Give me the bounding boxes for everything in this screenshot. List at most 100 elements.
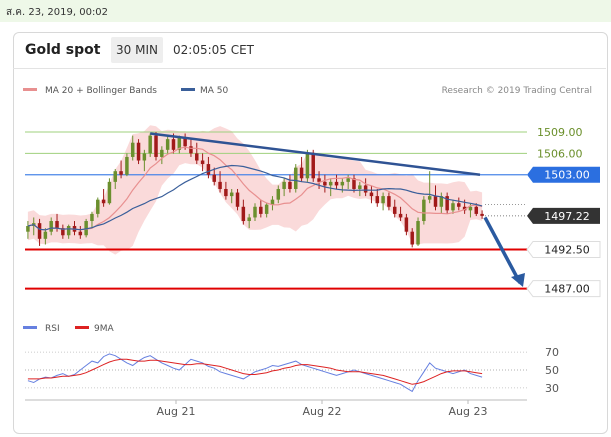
level-label-4: 1492.50 [544, 243, 590, 256]
candle-body [241, 206, 246, 222]
descending-trendline [150, 132, 481, 176]
candle-body [200, 160, 205, 165]
x-tick-label-1: Aug 22 [303, 405, 342, 418]
legend: MA 20 + Bollinger Bands MA 50 Research ©… [23, 86, 592, 96]
rsi-tick-70: 70 [545, 346, 559, 359]
candle-body [451, 203, 455, 211]
candle-body [61, 228, 65, 236]
candle-body [457, 203, 461, 207]
rsi-line [27, 353, 483, 393]
candle-body [375, 196, 380, 204]
projection-arrow [483, 216, 522, 284]
candle-body [165, 139, 170, 150]
legend-ma50: MA 50 [200, 86, 229, 96]
candle-body [387, 196, 391, 207]
candle-body [78, 231, 83, 236]
rsi-ma-legend-label: 9MA [94, 324, 114, 334]
level-label-1: 1506.00 [537, 147, 583, 160]
candle-body [206, 164, 211, 175]
x-tick-label-2: Aug 23 [449, 405, 488, 418]
candle-body [305, 153, 310, 179]
timeframe-button[interactable]: 30 MIN [111, 37, 163, 63]
candle-body [311, 153, 315, 179]
rsi-ma-line [27, 358, 483, 385]
candle-body [101, 199, 106, 204]
candle-body [317, 178, 321, 182]
candle-body [171, 139, 176, 150]
legend-swatch-ma20 [23, 88, 37, 91]
candle-body [119, 171, 123, 175]
candle-body [340, 181, 345, 186]
moving-averages [27, 146, 483, 231]
candle-body [410, 231, 414, 245]
candle-body [235, 192, 240, 207]
rsi-tick-30: 30 [545, 382, 559, 395]
candle-body [177, 137, 182, 150]
timestamp-bar: ส.ค. 23, 2019, 00:02 [0, 0, 611, 22]
candle-body [404, 217, 409, 232]
instrument-title: Gold spot [25, 42, 101, 58]
candle-body [160, 149, 164, 157]
rsi-legend-label: RSI [45, 324, 60, 334]
candle-body [439, 196, 444, 207]
candle-body [84, 221, 88, 236]
candle-body [381, 196, 385, 204]
candle-body [474, 206, 479, 214]
chart-header: Gold spot 30 MIN 02:05:05 CET [13, 36, 606, 66]
candle-body [113, 171, 117, 182]
rsi-tick-50: 50 [545, 364, 559, 377]
candle-body [334, 181, 339, 186]
candle-body [270, 199, 275, 205]
timestamp-text: ส.ค. 23, 2019, 00:02 [6, 7, 109, 18]
ma50-line [27, 164, 483, 231]
candle-body [195, 153, 199, 161]
candle-body [398, 213, 403, 218]
last-price-tag [527, 207, 600, 224]
blue-level-tag [527, 166, 600, 183]
candle-body [247, 217, 251, 222]
candle-body [26, 226, 30, 232]
x-axis: Aug 21 Aug 22 Aug 23 [25, 399, 527, 418]
candle-body [323, 181, 327, 186]
candle-body [183, 137, 187, 147]
ma20-line [27, 146, 483, 231]
candle-body [363, 185, 368, 193]
candle-body [55, 221, 59, 229]
header-divider [13, 68, 606, 69]
candle-body [276, 188, 281, 200]
candle-body [142, 153, 147, 161]
analyst-drawings [150, 132, 525, 287]
support-tag-5 [526, 280, 601, 298]
level-label-3: 1497.22 [544, 210, 590, 223]
level-tags: 1509.00 1506.00 1503.00 1497.22 1492.50 1487.… [526, 126, 601, 298]
level-label-2: 1503.00 [544, 169, 590, 182]
candle-body [259, 206, 263, 214]
candle-body [136, 142, 141, 161]
candle-body [352, 178, 356, 189]
candle-body [229, 192, 234, 197]
candle-body [422, 199, 426, 222]
rsi-panel: RSI 9MA 70 50 30 [23, 324, 559, 395]
candle-body [43, 231, 48, 239]
bollinger-bands [27, 125, 483, 255]
candles [26, 132, 484, 248]
projection-arrowhead [511, 272, 525, 287]
candle-body [96, 199, 100, 214]
candle-body [416, 221, 420, 245]
level-lines [25, 131, 527, 290]
credit-text: Research © 2019 Trading Central [442, 86, 592, 96]
legend-swatch-ma50 [181, 88, 195, 91]
candle-body [369, 192, 374, 197]
level-label-5: 1487.00 [544, 283, 590, 296]
level-label-0: 1509.00 [537, 126, 583, 139]
candle-body [433, 196, 438, 207]
candle-body [468, 206, 473, 211]
candle-body [218, 181, 222, 189]
candle-body [148, 135, 152, 154]
candle-body [253, 206, 257, 218]
candle-body [130, 142, 135, 157]
candle-body [212, 174, 216, 182]
legend-ma20: MA 20 + Bollinger Bands [45, 86, 157, 96]
candle-body [107, 181, 112, 204]
candle-body [288, 181, 292, 189]
